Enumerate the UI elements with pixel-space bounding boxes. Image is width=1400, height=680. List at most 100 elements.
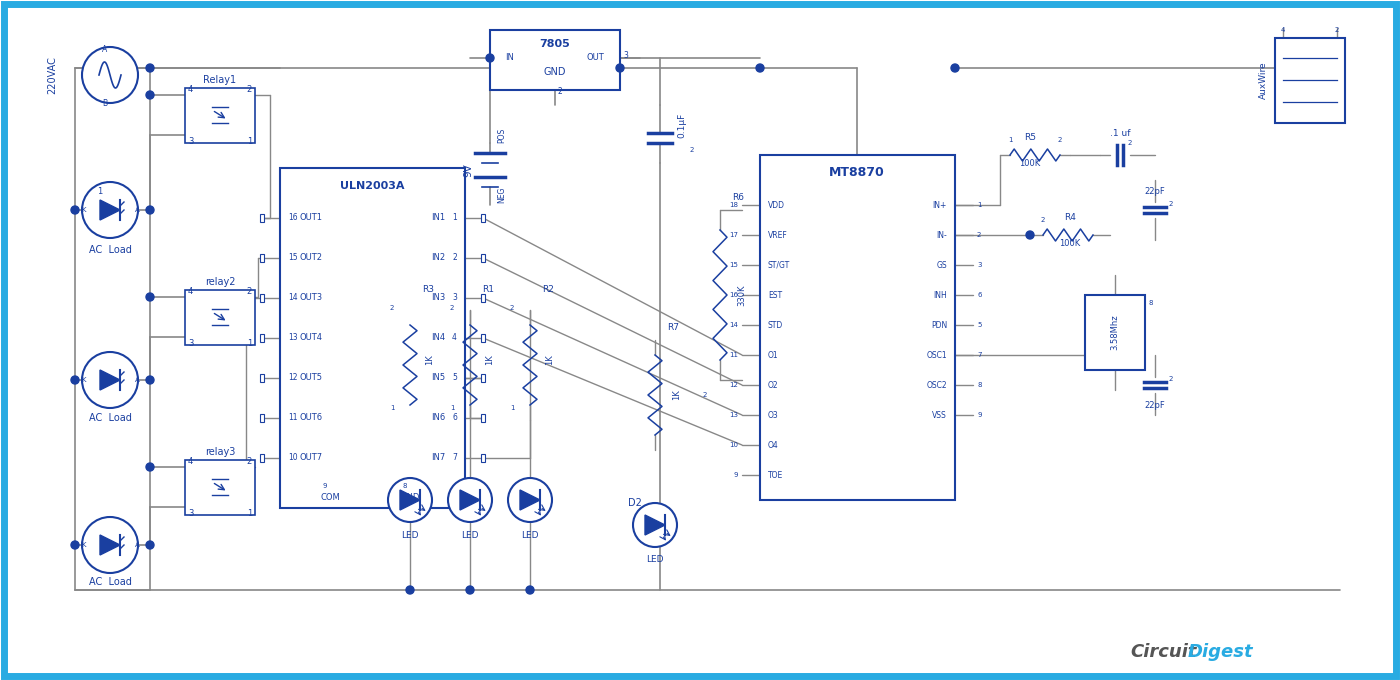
Circle shape xyxy=(146,64,154,72)
Text: 100K: 100K xyxy=(1019,158,1040,167)
Text: 2: 2 xyxy=(246,86,252,95)
Text: INH: INH xyxy=(934,290,946,299)
Text: 15: 15 xyxy=(288,254,298,262)
Text: O3: O3 xyxy=(769,411,778,420)
Text: ST/GT: ST/GT xyxy=(769,260,790,269)
Text: O4: O4 xyxy=(769,441,778,449)
Text: 10: 10 xyxy=(729,442,738,448)
Text: 4: 4 xyxy=(188,288,193,296)
Text: 8: 8 xyxy=(977,382,981,388)
Text: 4: 4 xyxy=(188,86,193,95)
Bar xyxy=(185,88,255,143)
Text: LED: LED xyxy=(402,530,419,539)
Text: 22pF: 22pF xyxy=(1145,188,1165,197)
Text: AC  Load: AC Load xyxy=(88,245,132,255)
Circle shape xyxy=(83,182,139,238)
Text: 2: 2 xyxy=(1334,27,1340,33)
Text: MT8870: MT8870 xyxy=(829,167,885,180)
Bar xyxy=(482,214,484,222)
Text: 100K: 100K xyxy=(1060,239,1081,248)
Text: 2: 2 xyxy=(690,147,694,153)
Text: IN3: IN3 xyxy=(431,294,445,303)
Bar xyxy=(482,454,484,462)
Text: 12: 12 xyxy=(729,382,738,388)
Text: 2: 2 xyxy=(1169,376,1173,382)
Bar xyxy=(260,454,265,462)
Text: 3: 3 xyxy=(188,509,193,517)
Text: 11: 11 xyxy=(729,352,738,358)
Circle shape xyxy=(83,517,139,573)
Circle shape xyxy=(146,206,154,214)
Circle shape xyxy=(146,541,154,549)
Circle shape xyxy=(633,503,678,547)
Text: 2: 2 xyxy=(452,254,456,262)
Text: VSS: VSS xyxy=(932,411,946,420)
Circle shape xyxy=(951,64,959,72)
Circle shape xyxy=(388,478,433,522)
Text: STD: STD xyxy=(769,320,783,330)
Bar xyxy=(185,460,255,515)
Text: 1: 1 xyxy=(389,405,395,411)
Text: 2: 2 xyxy=(449,305,454,311)
Polygon shape xyxy=(400,490,420,510)
Polygon shape xyxy=(99,370,120,390)
Text: 2: 2 xyxy=(1128,140,1133,146)
Text: 2: 2 xyxy=(703,392,707,398)
Circle shape xyxy=(146,463,154,471)
Text: B: B xyxy=(102,99,108,107)
Bar xyxy=(482,334,484,342)
FancyBboxPatch shape xyxy=(4,4,1396,676)
Text: 2: 2 xyxy=(1058,137,1063,143)
Text: A: A xyxy=(134,542,140,548)
Text: R4: R4 xyxy=(1064,212,1077,222)
Text: Relay1: Relay1 xyxy=(203,75,237,85)
Circle shape xyxy=(1026,231,1035,239)
Circle shape xyxy=(508,478,552,522)
Text: 8: 8 xyxy=(403,483,407,489)
Text: 2: 2 xyxy=(557,88,563,97)
Circle shape xyxy=(526,586,533,594)
Text: 1: 1 xyxy=(246,137,252,146)
Polygon shape xyxy=(519,490,540,510)
Text: IN1: IN1 xyxy=(431,214,445,222)
Text: .1 uf: .1 uf xyxy=(1110,129,1130,137)
Text: K: K xyxy=(81,542,87,548)
Circle shape xyxy=(71,376,78,384)
Bar xyxy=(1275,38,1345,123)
Circle shape xyxy=(83,352,139,408)
Text: 220VAC: 220VAC xyxy=(48,56,57,94)
Text: 5: 5 xyxy=(452,373,456,382)
Text: LED: LED xyxy=(521,530,539,539)
Text: A: A xyxy=(102,46,108,54)
Text: 6: 6 xyxy=(452,413,456,422)
Text: O2: O2 xyxy=(769,381,778,390)
Text: Circuit: Circuit xyxy=(1130,643,1197,661)
Polygon shape xyxy=(461,490,480,510)
Bar xyxy=(1085,295,1145,370)
Text: K: K xyxy=(81,207,87,213)
Text: 1K: 1K xyxy=(486,355,494,365)
Text: OUT: OUT xyxy=(587,54,603,63)
Text: OUT5: OUT5 xyxy=(300,373,323,382)
Text: relay2: relay2 xyxy=(204,277,235,287)
Text: IN-: IN- xyxy=(937,231,946,239)
Text: OSC1: OSC1 xyxy=(927,350,946,360)
Text: OSC2: OSC2 xyxy=(927,381,946,390)
Text: 2: 2 xyxy=(977,232,981,238)
Text: 4: 4 xyxy=(188,458,193,466)
Circle shape xyxy=(448,478,491,522)
Text: R2: R2 xyxy=(542,286,554,294)
Text: 8: 8 xyxy=(1149,300,1154,306)
Text: GS: GS xyxy=(937,260,946,269)
Text: 7805: 7805 xyxy=(539,39,570,49)
Text: IN: IN xyxy=(505,54,514,63)
Text: 4: 4 xyxy=(452,333,456,343)
Circle shape xyxy=(146,91,154,99)
Text: 1: 1 xyxy=(452,214,456,222)
Text: 1: 1 xyxy=(977,202,981,208)
Text: 0.1μF: 0.1μF xyxy=(678,112,686,137)
Text: 9: 9 xyxy=(323,483,328,489)
Text: 2: 2 xyxy=(246,288,252,296)
Text: OUT4: OUT4 xyxy=(300,333,323,343)
Text: IN2: IN2 xyxy=(431,254,445,262)
